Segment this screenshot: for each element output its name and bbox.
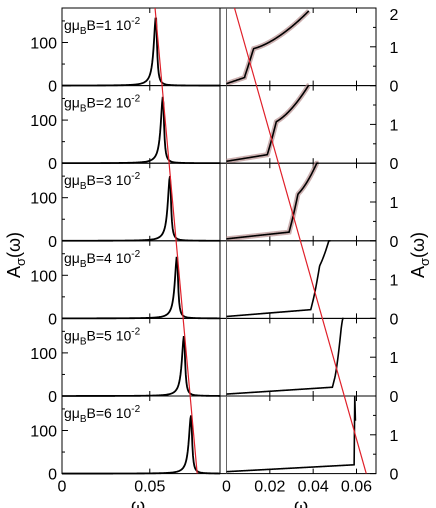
right-xtick-label: 0.06 [341,479,372,496]
right-xtick-label: 0 [222,479,231,496]
right-ytick-label: 0 [390,389,399,406]
panel-4: 0 100 0 1 gμBB=4 10-2 [30,240,399,328]
right-xtick-label: 0.04 [298,479,329,496]
panel-2: 0 100 0 1 gμBB=2 10-2 [30,83,399,173]
right-ytick-label: 0 [390,467,399,484]
right-frame [219,240,377,319]
right-xlabel: ω [294,496,308,508]
left-xlabel: ω [131,496,145,508]
right-fit-line [233,7,367,474]
panel-label: gμBB=4 10-2 [64,249,141,270]
right-frame [219,317,377,397]
left-ytick-label: 100 [30,35,57,52]
right-ytick-label: 1 [390,428,399,445]
right-ytick-label: 2 [390,7,399,24]
right-series-curve [226,162,319,240]
left-ytick-label: 100 [30,191,57,208]
left-ytick-label: 0 [48,311,57,328]
left-ylabel: Aσ(ω) [4,232,28,278]
overlays-group [154,7,367,474]
right-ylabel: Aσ(ω) [408,232,432,278]
right-ytick-label: 0 [390,311,399,328]
panel-label: gμBB=2 10-2 [64,94,141,115]
left-ytick-label: 100 [30,268,57,285]
right-ytick-label: 0 [390,234,399,251]
left-ytick-label: 0 [48,79,57,96]
left-xtick-label: 0 [58,479,67,496]
left-ytick-label: 0 [48,389,57,406]
panel-5: 0 100 0 1 gμBB=5 10-2 [30,317,399,406]
right-series-curve [226,84,310,163]
left-series-curve [62,415,220,475]
left-ytick-label: 0 [48,234,57,251]
right-ytick-label: 1 [390,350,399,367]
panel-1: 0 100 0 1 2 gμBB=1 10-2 [30,7,398,96]
left-fit-line [154,7,198,474]
panel-label: gμBB=5 10-2 [64,326,141,347]
panel-6: 0 100 0 1 gμBB=6 10-2 [30,395,399,484]
right-ytick-label: 0 [390,79,399,96]
right-ytick-label: 1 [390,40,399,57]
left-ytick-label: 100 [30,113,57,130]
left-ytick-label: 100 [30,346,57,363]
right-ytick-label: 1 [390,273,399,290]
right-series-curve [226,240,331,318]
panel-3: 0 100 0 1 gμBB=3 10-2 [30,160,399,251]
right-series-curve [226,10,310,85]
right-frame [219,395,377,475]
right-xtick-label: 0.02 [254,479,285,496]
left-ytick-label: 0 [48,467,57,484]
right-series-curve [226,395,357,473]
labels-group: 0 0.05 0 0.02 0.04 0.06 ω ω Aσ(ω) Aσ(ω) [4,232,432,508]
right-series-curve [226,317,344,395]
left-ytick-label: 0 [48,156,57,173]
left-ytick-label: 100 [30,423,57,440]
right-ytick-label: 0 [390,156,399,173]
panel-label: gμBB=3 10-2 [64,171,141,192]
right-ytick-label: 1 [390,117,399,134]
right-ytick-label: 1 [390,195,399,212]
left-xtick-label: 0.05 [134,479,165,496]
right-series-band [226,160,320,242]
panel-label: gμBB=1 10-2 [64,16,141,37]
panel-label: gμBB=6 10-2 [64,404,141,425]
